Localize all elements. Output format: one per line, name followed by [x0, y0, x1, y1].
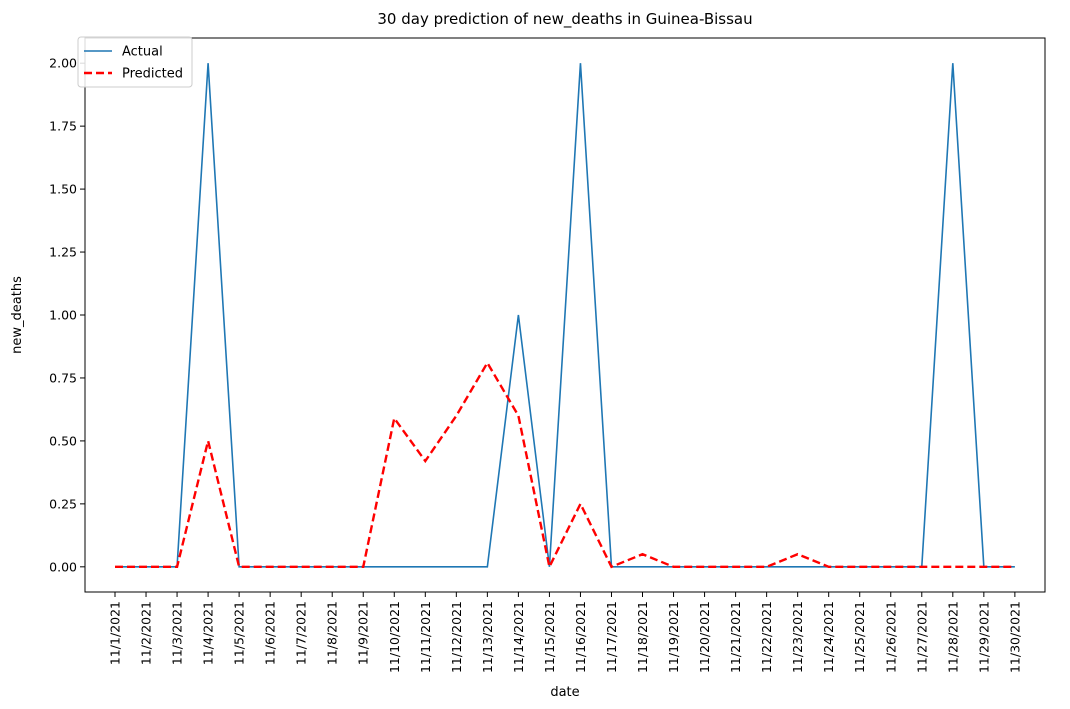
x-tick-label: 11/28/2021 — [945, 601, 960, 673]
x-tick-label: 11/8/2021 — [325, 601, 340, 665]
x-tick-label: 11/9/2021 — [356, 601, 371, 665]
x-tick-label: 11/4/2021 — [201, 601, 216, 665]
x-axis-label: date — [550, 685, 579, 700]
x-tick-label: 11/29/2021 — [976, 601, 991, 673]
chart-title: 30 day prediction of new_deaths in Guine… — [377, 10, 752, 29]
x-tick-label: 11/6/2021 — [263, 601, 278, 665]
x-tick-label: 11/11/2021 — [418, 601, 433, 673]
series-lines — [115, 63, 1015, 571]
y-axis-label: new_deaths — [10, 276, 25, 354]
legend-box — [77, 36, 193, 88]
x-tick-label: 11/3/2021 — [170, 601, 185, 665]
x-axis: 11/1/2021 11/2/2021 11/3/2021 11/4/2021 11/5… — [108, 592, 1022, 673]
x-tick-label: 11/25/2021 — [852, 601, 867, 673]
x-tick-label: 11/10/2021 — [387, 601, 402, 673]
x-tick-label: 11/26/2021 — [883, 601, 898, 673]
legend-label: Predicted — [122, 67, 183, 82]
x-tick-label: 11/15/2021 — [542, 601, 557, 673]
x-tick-label: 11/18/2021 — [635, 601, 650, 673]
y-tick-label: 0.75 — [49, 370, 77, 385]
y-axis: 0.00 0.25 0.50 0.75 1.00 1.25 1.50 1.75 2.00 — [49, 56, 85, 574]
x-tick-label: 11/14/2021 — [511, 601, 526, 673]
x-tick-label: 11/12/2021 — [449, 601, 464, 673]
x-tick-label: 11/17/2021 — [604, 601, 619, 673]
legend-label: Actual — [122, 45, 163, 60]
legend: Actual Predicted — [77, 36, 193, 88]
x-tick-label: 11/20/2021 — [697, 601, 712, 673]
y-tick-label: 0.25 — [49, 496, 77, 511]
series-line-actual — [115, 63, 1015, 568]
x-tick-label: 11/13/2021 — [480, 601, 495, 673]
y-tick-label: 1.75 — [49, 119, 77, 134]
series-line-predicted — [115, 360, 1015, 571]
y-tick-label: 1.00 — [49, 308, 77, 323]
x-tick-label: 11/16/2021 — [573, 601, 588, 673]
x-tick-label: 11/24/2021 — [821, 601, 836, 673]
y-tick-label: 1.50 — [49, 182, 77, 197]
x-tick-label: 11/21/2021 — [728, 601, 743, 673]
y-tick-label: 2.00 — [49, 56, 77, 71]
y-tick-label: 1.25 — [49, 245, 77, 260]
x-tick-label: 11/2/2021 — [139, 601, 154, 665]
x-tick-label: 11/27/2021 — [914, 601, 929, 673]
x-tick-label: 11/22/2021 — [759, 601, 774, 673]
x-tick-label: 11/30/2021 — [1007, 601, 1022, 673]
y-tick-label: 0.50 — [49, 433, 77, 448]
x-tick-label: 11/1/2021 — [108, 601, 123, 665]
x-tick-label: 11/19/2021 — [666, 601, 681, 673]
y-tick-label: 0.00 — [49, 559, 77, 574]
x-tick-label: 11/5/2021 — [232, 601, 247, 665]
x-tick-label: 11/23/2021 — [790, 601, 805, 673]
x-tick-label: 11/7/2021 — [294, 601, 309, 665]
